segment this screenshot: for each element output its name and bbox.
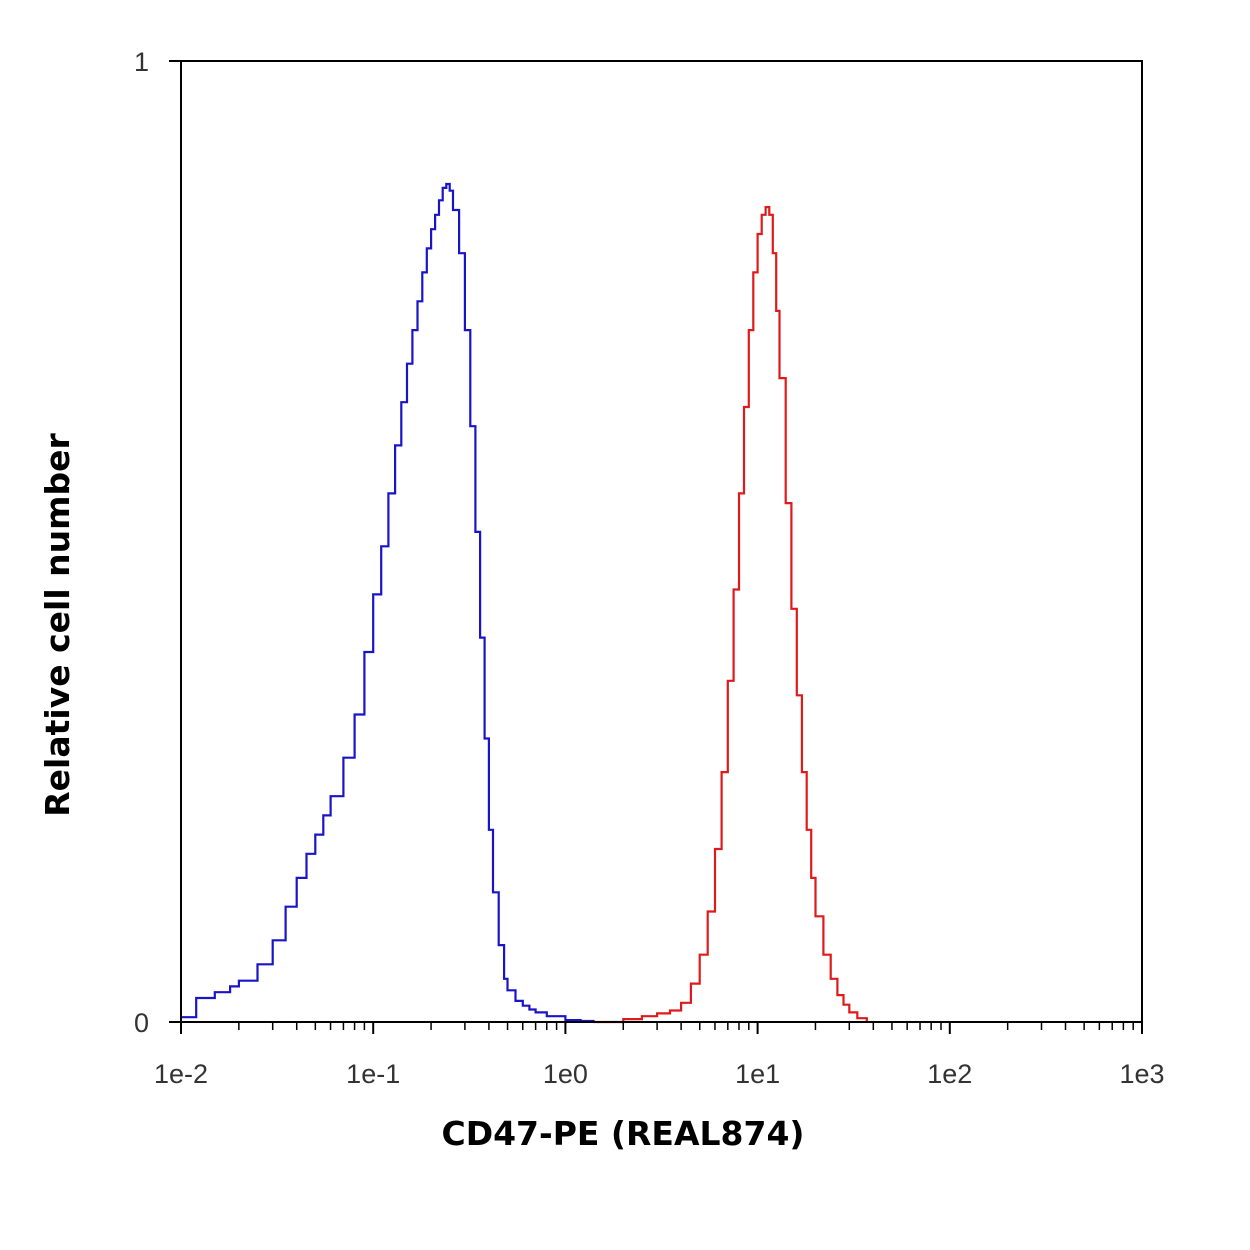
y-axis-title: Relative cell number	[38, 433, 77, 817]
x-axis-ticks: 1e-2 1e-1 1e0 1e1 1e2 1e3	[154, 1022, 1165, 1089]
plot-frame	[180, 60, 1143, 1023]
x-axis-title: CD47-PE (REAL874)	[441, 1114, 804, 1153]
series-line-2	[593, 206, 868, 1024]
series-line-1	[181, 182, 595, 1023]
y-tick-label: 1	[134, 47, 149, 77]
y-tick-label: 0	[134, 1008, 149, 1038]
y-axis-ticks: 01	[134, 47, 181, 1038]
x-tick-label: 1e-2	[154, 1059, 208, 1089]
x-tick-label: 1e2	[927, 1059, 972, 1089]
x-tick-label: 1e1	[735, 1059, 780, 1089]
x-tick-label: 1e3	[1119, 1059, 1164, 1089]
x-tick-label: 1e-1	[346, 1059, 400, 1089]
series-layer	[181, 182, 868, 1024]
x-tick-label: 1e0	[543, 1059, 588, 1089]
